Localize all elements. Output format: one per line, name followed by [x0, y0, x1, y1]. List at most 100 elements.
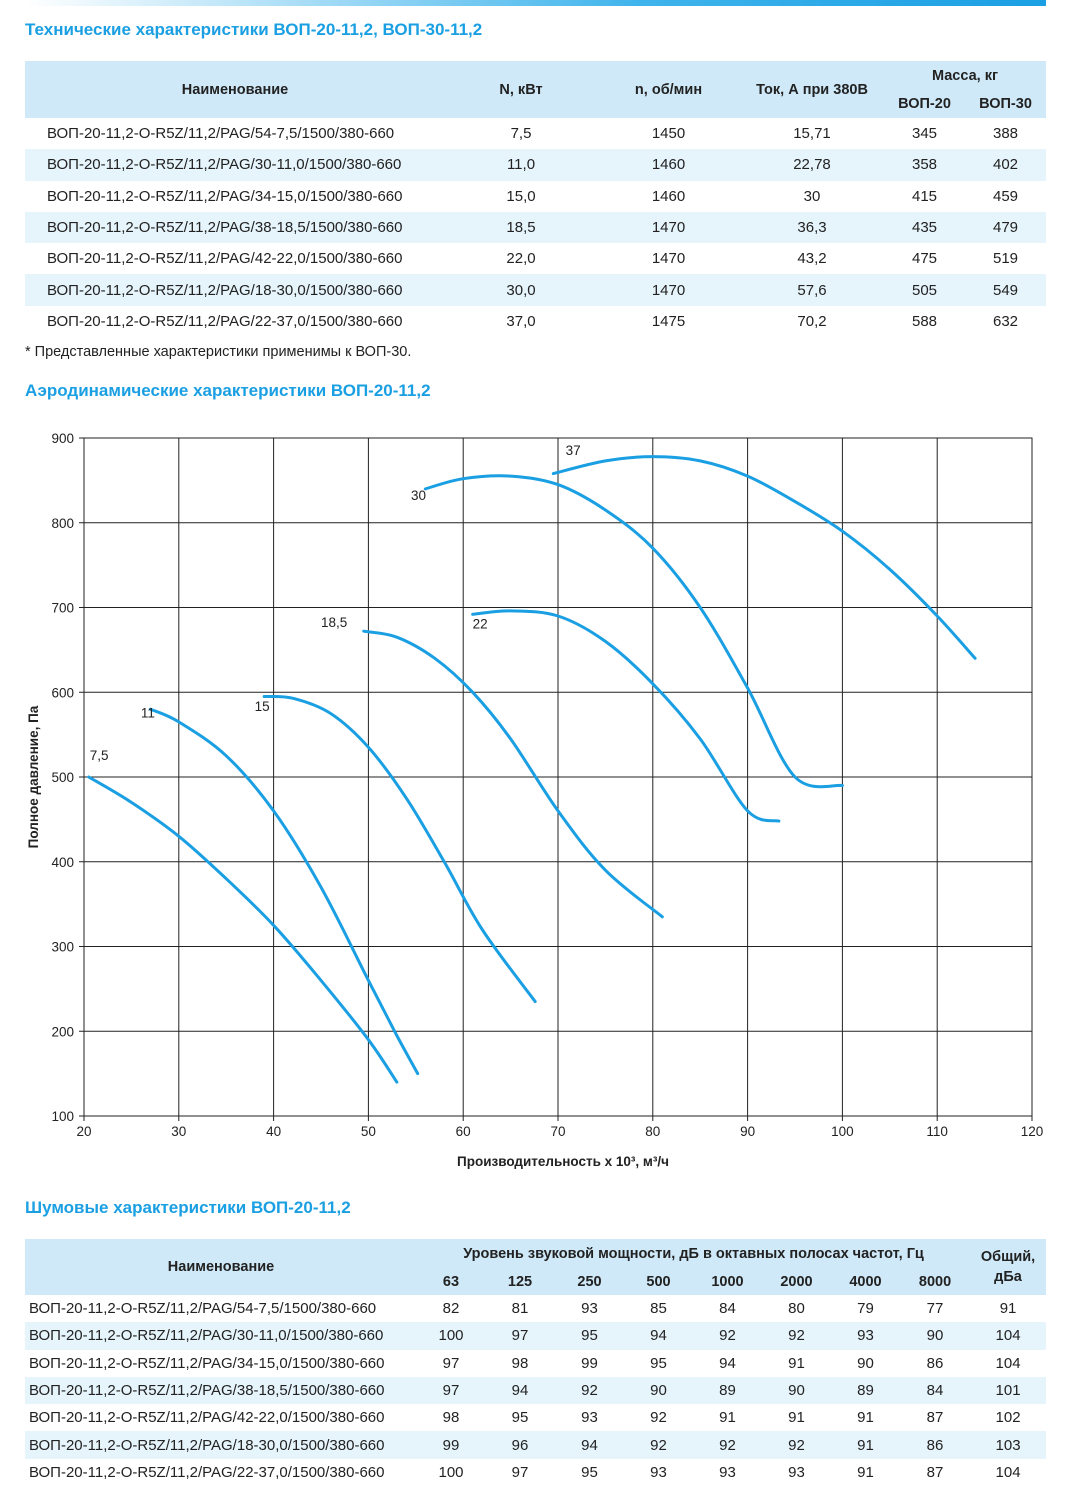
row-value-cell: 22,0 — [506, 250, 536, 268]
row-value-cell: 30 — [803, 187, 821, 205]
header-mass: Масса, кг — [884, 61, 1047, 90]
table-row: ВОП-20-11,2-O-R5Z/11,2/PAG/38-18,5/1500/… — [25, 211, 1047, 244]
noise-header-name: Наименование — [25, 1239, 417, 1295]
row-value-cell: 30,0 — [445, 274, 597, 306]
curve-label: 37 — [566, 443, 581, 458]
header-mass-vop30: ВОП-30 — [965, 90, 1047, 118]
row-value-cell: 1470 — [597, 274, 740, 306]
fan-curve-30 — [423, 474, 844, 789]
fan-curve-11 — [148, 707, 420, 1076]
table-row: ВОП-20-11,2-O-R5Z/11,2/PAG/42-22,0/1500/… — [25, 243, 1046, 274]
row-value-cell: 92 — [650, 1409, 667, 1427]
row-value-cell: 100 — [417, 1322, 485, 1350]
row-value-cell: 96 — [485, 1431, 555, 1459]
row-value-cell: 94 — [555, 1431, 624, 1459]
curve-label: 15 — [255, 699, 270, 714]
row-value-cell: 90 — [624, 1376, 693, 1405]
row-value-cell: 86 — [926, 1354, 944, 1372]
row-value-cell: 91 — [719, 1409, 736, 1427]
header-mass-vop20: ВОП-20 — [884, 90, 965, 118]
row-value-cell: 94 — [719, 1354, 736, 1372]
row-value-cell: 101 — [970, 1376, 1047, 1405]
table-row: ВОП-20-11,2-O-R5Z/11,2/PAG/18-30,0/1500/… — [25, 1431, 1047, 1459]
row-value-cell: 37,0 — [506, 312, 536, 330]
row-value-cell: 549 — [965, 274, 1047, 306]
table-row: ВОП-20-11,2-O-R5Z/11,2/PAG/18-30,0/1500/… — [25, 274, 1047, 306]
table-row: ВОП-20-11,2-O-R5Z/11,2/PAG/30-11,0/1500/… — [25, 149, 1047, 181]
row-value-cell: 43,2 — [797, 250, 827, 268]
chart-ticks: 20 30 40 50 60 70 80 90 100 110 120 100 200 300 400 500… — [51, 431, 1043, 1139]
row-value-cell: 79 — [857, 1300, 874, 1318]
row-value-cell: 103 — [970, 1431, 1047, 1459]
row-value-cell: 92 — [624, 1431, 693, 1459]
freq-header: 8000 — [900, 1268, 971, 1295]
row-value-cell: 1460 — [651, 187, 686, 205]
row-value-cell: 91 — [831, 1431, 900, 1459]
x-tick-label: 120 — [1021, 1124, 1044, 1139]
row-value-cell: 104 — [970, 1322, 1047, 1350]
row-value-cell: 93 — [719, 1463, 736, 1481]
freq-header: 500 — [624, 1268, 693, 1295]
y-tick-label: 700 — [51, 601, 74, 616]
y-tick-label: 400 — [51, 855, 74, 870]
row-value-cell: 91 — [857, 1463, 874, 1481]
row-value-cell: 95 — [511, 1409, 529, 1427]
x-tick-label: 20 — [76, 1124, 91, 1139]
x-tick-label: 70 — [550, 1124, 565, 1139]
tech-section-title: Технические характеристики ВОП-20-11,2, … — [25, 20, 483, 39]
y-tick-label: 500 — [51, 770, 74, 785]
row-value-cell: 92 — [693, 1322, 762, 1350]
row-value-cell: 95 — [581, 1463, 598, 1481]
fan-curve-15 — [262, 694, 537, 1004]
row-value-cell: 94 — [624, 1322, 693, 1350]
row-value-cell: 91 — [999, 1300, 1017, 1318]
row-value-cell: 99 — [581, 1354, 598, 1372]
noise-table: Наименование Уровень звуковой мощности, … — [25, 1239, 1047, 1486]
row-value-cell: 90 — [762, 1376, 831, 1405]
row-value-cell: 15,0 — [506, 187, 536, 205]
x-tick-label: 50 — [361, 1124, 376, 1139]
row-name-cell: ВОП-20-11,2-O-R5Z/11,2/PAG/34-15,0/1500/… — [47, 187, 403, 205]
header-power: N, кВт — [445, 61, 597, 118]
row-value-cell: 102 — [995, 1409, 1021, 1427]
row-value-cell: 87 — [926, 1409, 944, 1427]
row-value-cell: 97 — [485, 1322, 555, 1350]
row-value-cell: 36,3 — [740, 211, 884, 244]
header-rpm: n, об/мин — [597, 61, 740, 118]
x-tick-label: 110 — [926, 1124, 948, 1139]
curve-label: 11 — [141, 706, 155, 721]
row-value-cell: 93 — [581, 1409, 598, 1427]
row-name-cell: ВОП-20-11,2-O-R5Z/11,2/PAG/34-15,0/1500/… — [29, 1354, 385, 1372]
table-row: ВОП-20-11,2-O-R5Z/11,2/PAG/54-7,5/1500/3… — [25, 1295, 1046, 1322]
aero-section-title: Аэродинамические характеристики ВОП-20-1… — [25, 381, 431, 400]
row-value-cell: 93 — [650, 1463, 667, 1481]
row-value-cell: 100 — [438, 1463, 464, 1481]
aero-chart: 20 30 40 50 60 70 80 90 100 110 120 100 200 300 400 500… — [26, 431, 1043, 1169]
row-value-cell: 104 — [995, 1463, 1021, 1481]
row-value-cell: 22,78 — [740, 149, 884, 181]
row-value-cell: 345 — [911, 125, 938, 143]
tech-footnote: * Представленные характеристики применим… — [25, 344, 412, 360]
row-value-cell: 479 — [965, 211, 1047, 244]
row-value-cell: 95 — [650, 1354, 667, 1372]
row-value-cell: 358 — [884, 149, 965, 181]
chart-grid — [83, 437, 1033, 1117]
row-value-cell: 588 — [911, 312, 938, 330]
row-value-cell: 92 — [762, 1322, 831, 1350]
y-tick-label: 800 — [51, 516, 74, 531]
row-value-cell: 93 — [831, 1322, 900, 1350]
row-value-cell: 435 — [884, 211, 965, 244]
row-value-cell: 89 — [831, 1376, 900, 1405]
row-value-cell: 80 — [788, 1300, 805, 1318]
curve-label: 18,5 — [321, 615, 347, 630]
row-value-cell: 1450 — [651, 125, 686, 143]
row-value-cell: 92 — [555, 1376, 624, 1405]
row-value-cell: 402 — [965, 149, 1047, 181]
header-current: Ток, А при 380В — [740, 61, 884, 118]
fan-curve-18-5 — [362, 629, 664, 919]
curve-label: 30 — [411, 488, 426, 503]
y-tick-label: 600 — [51, 685, 74, 700]
row-value-cell: 104 — [995, 1354, 1021, 1372]
row-name-cell: ВОП-20-11,2-O-R5Z/11,2/PAG/38-18,5/1500/… — [25, 211, 445, 244]
row-value-cell: 91 — [788, 1354, 805, 1372]
